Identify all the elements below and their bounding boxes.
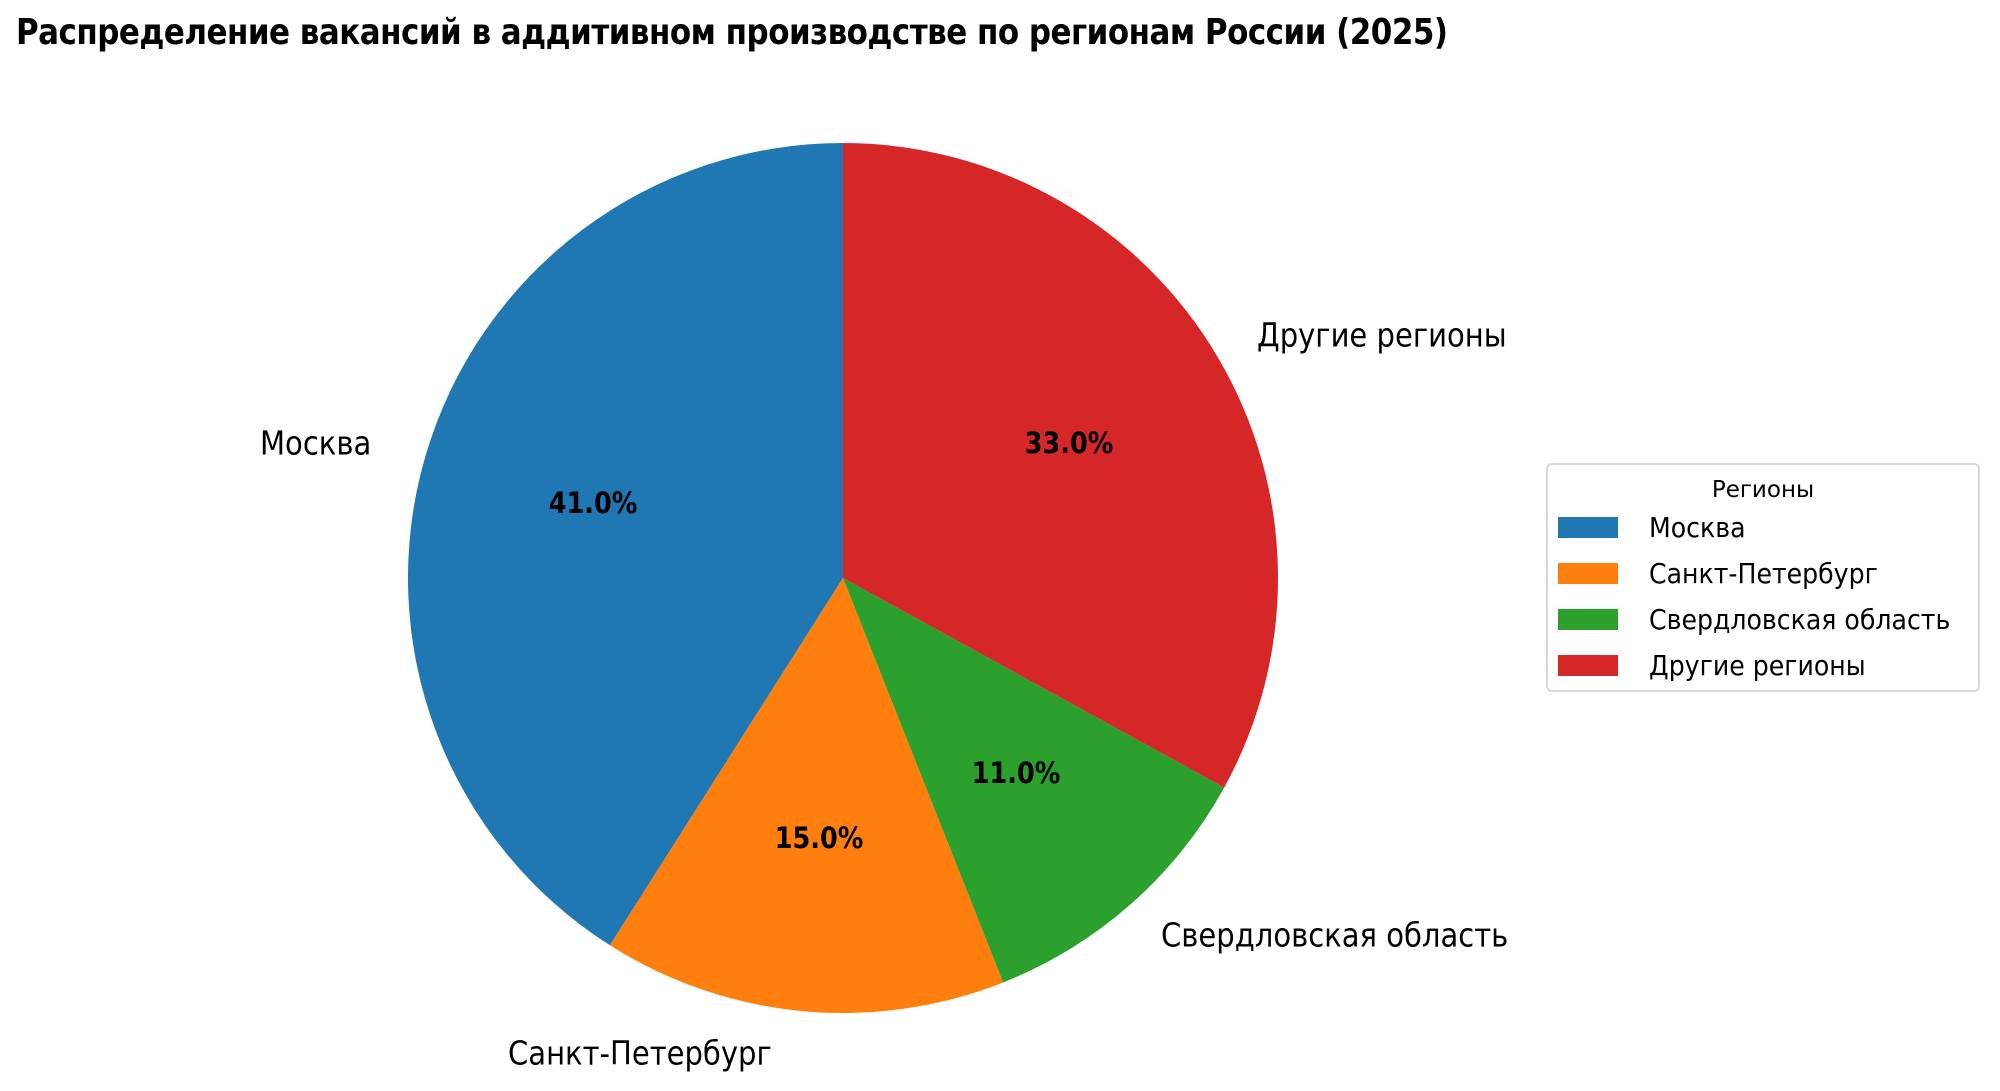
legend-label: Другие регионы <box>1649 648 1866 682</box>
legend-label: Санкт-Петербург <box>1649 556 1878 590</box>
pie-slice-sverdlovsk <box>843 578 1225 983</box>
legend-swatch-moscow <box>1558 516 1618 538</box>
pie-slice-other-regions <box>843 143 1278 788</box>
legend-item-moscow: Москва <box>1558 509 1756 545</box>
pct-label-sverdlovsk: 11.0% <box>971 756 1061 790</box>
pct-label-saint-petersburg: 15.0% <box>774 821 864 855</box>
legend-item-saint-petersburg: Санкт-Петербург <box>1558 555 1903 591</box>
slice-label-sverdlovsk: Свердловская область <box>1161 915 1509 955</box>
chart-title: Распределение вакансий в аддитивном прои… <box>16 12 1448 53</box>
pct-label-moscow: 41.0% <box>548 486 638 520</box>
legend-label: Свердловская область <box>1649 602 1951 636</box>
legend-swatch-other-regions <box>1558 654 1618 676</box>
legend-swatch-saint-petersburg <box>1558 562 1618 584</box>
legend-item-sverdlovsk: Свердловская область <box>1558 601 1984 637</box>
pct-label-other-regions: 33.0% <box>1024 426 1114 460</box>
legend-swatch-sverdlovsk <box>1558 608 1618 630</box>
pie-slice-saint-petersburg <box>609 578 1004 1013</box>
slice-label-saint-petersburg: Санкт-Петербург <box>508 1033 772 1073</box>
pie-slice-moscow <box>408 143 843 946</box>
legend-title: Регионы <box>1711 477 1815 503</box>
legend-label: Москва <box>1649 510 1746 544</box>
slice-label-other-regions: Другие регионы <box>1257 315 1507 355</box>
legend-item-other-regions: Другие регионы <box>1558 647 1890 683</box>
legend: Регионы Москва Санкт-Петербург Свердловс… <box>1546 463 1980 692</box>
slice-label-moscow: Москва <box>260 423 372 463</box>
